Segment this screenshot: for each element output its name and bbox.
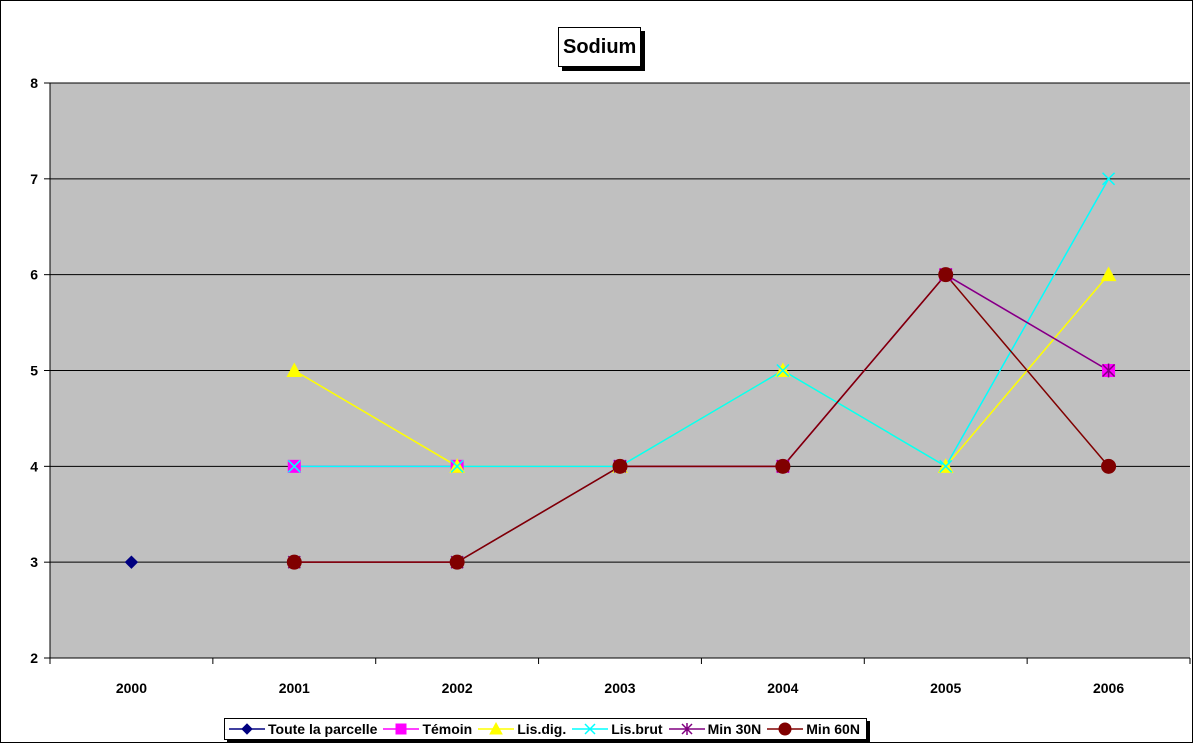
series-line <box>294 273 1110 563</box>
marker-shape <box>778 722 792 736</box>
data-point-marker <box>681 723 693 735</box>
legend-swatch <box>383 723 420 735</box>
legend-item: Lis.dig. <box>476 720 566 738</box>
y-tick-label: 5 <box>30 363 38 379</box>
x-tick-label: 2002 <box>442 680 473 696</box>
chart-title-text: Sodium <box>563 35 637 58</box>
y-tick-label: 7 <box>30 171 38 187</box>
marker-shape <box>286 554 302 570</box>
data-point-marker <box>1100 266 1117 282</box>
marker-shape <box>286 362 303 377</box>
x-tick-label: 2000 <box>116 680 147 696</box>
y-tick-label: 8 <box>30 75 38 91</box>
x-tick-label: 2003 <box>604 680 635 696</box>
legend-swatch <box>668 723 705 735</box>
data-point-marker <box>287 459 301 473</box>
legend-label: Toute la parcelle <box>268 721 378 737</box>
data-point-marker <box>1101 458 1117 474</box>
legend-label: Min 30N <box>707 721 762 737</box>
x-tick-label: 2005 <box>930 680 961 696</box>
marker-shape <box>449 554 465 570</box>
marker-shape <box>124 555 139 569</box>
marker-shape <box>1100 266 1117 282</box>
marker-shape <box>287 459 301 473</box>
series-markers <box>124 172 1117 570</box>
data-point-marker <box>939 459 953 473</box>
legend-swatch <box>229 723 265 735</box>
data-point-marker <box>612 458 628 474</box>
tick-labels: 2 3 4 5 6 7 8 2000 2001 2002 2003 2004 2005 2006 <box>30 75 1124 696</box>
data-point-marker <box>450 459 464 473</box>
marker-shape <box>241 723 253 735</box>
marker-shape <box>775 458 791 474</box>
x-tick-label: 2001 <box>279 680 310 696</box>
legend-label: Min 60N <box>806 721 860 737</box>
marker-shape <box>584 723 596 735</box>
data-point-marker <box>395 723 407 735</box>
marker-shape <box>395 723 407 735</box>
data-point-marker <box>584 723 596 735</box>
chart-legend: Toute la parcelle Témoin Lis.dig. Lis.brut M… <box>224 718 867 740</box>
marker-shape <box>612 458 628 474</box>
marker-shape <box>1102 363 1116 378</box>
series-lines <box>293 178 1110 563</box>
marker-shape <box>939 459 953 473</box>
marker-shape <box>681 723 693 735</box>
marker-shape <box>776 363 790 378</box>
marker-shape <box>938 267 954 283</box>
chart-title: Sodium <box>558 27 642 67</box>
data-point-marker <box>778 722 792 736</box>
y-tick-label: 2 <box>30 650 38 666</box>
data-point-marker <box>449 554 465 570</box>
marker-shape <box>450 459 464 473</box>
legend-label: Lis.brut <box>611 721 663 737</box>
legend-item: Témoin <box>381 720 472 738</box>
x-tick-label: 2006 <box>1093 680 1124 696</box>
data-point-marker <box>775 458 791 474</box>
marker-shape <box>489 721 504 735</box>
data-point-marker <box>489 721 504 735</box>
data-point-marker <box>124 555 139 569</box>
legend-item: Min 30N <box>667 720 762 738</box>
marker-shape <box>1102 172 1116 186</box>
marker-shape <box>1101 458 1117 474</box>
legend-swatch <box>572 723 609 735</box>
data-point-marker <box>1102 363 1116 378</box>
legend-item: Min 60N <box>765 720 860 738</box>
y-tick-label: 6 <box>30 267 38 283</box>
legend-label: Témoin <box>422 721 473 737</box>
series-line <box>294 178 1110 468</box>
axes <box>44 82 1191 664</box>
data-point-marker <box>938 267 954 283</box>
data-point-marker <box>776 363 790 378</box>
legend-label: Lis.dig. <box>517 721 567 737</box>
legend-swatch <box>478 721 515 735</box>
data-point-marker <box>1102 172 1116 186</box>
x-tick-label: 2004 <box>767 680 798 696</box>
data-point-marker <box>286 554 302 570</box>
legend-item: Lis.brut <box>570 720 663 738</box>
data-point-marker <box>286 362 303 377</box>
legend-item: Toute la parcelle <box>227 720 377 738</box>
y-tick-label: 4 <box>30 458 38 474</box>
data-point-marker <box>241 723 253 735</box>
y-tick-label: 3 <box>30 554 38 570</box>
legend-swatch <box>767 722 804 736</box>
